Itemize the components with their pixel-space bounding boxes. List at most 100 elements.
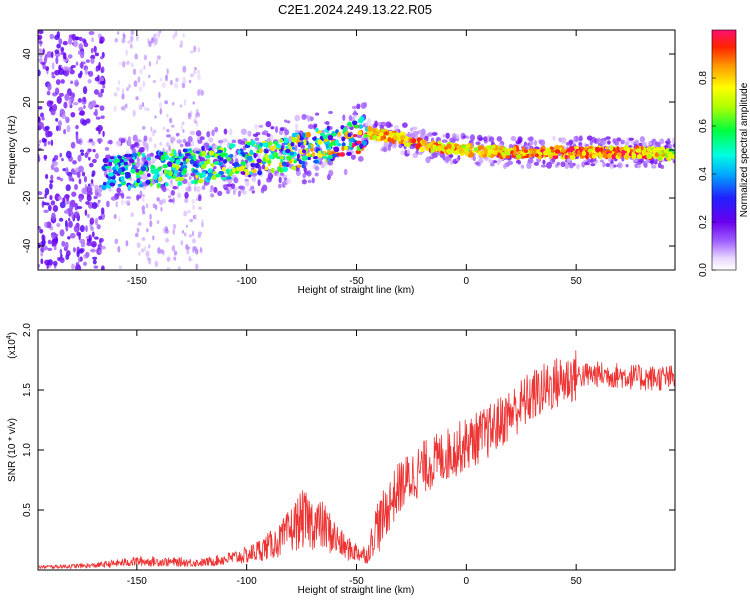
spectrogram-cell: [611, 154, 616, 160]
spectrogram-cell: [125, 103, 128, 109]
spectrogram-cell: [402, 140, 407, 144]
spectrogram-cell: [293, 160, 297, 164]
spectrogram-cell: [295, 123, 299, 130]
spectrogram-cell: [175, 77, 179, 83]
spectrogram-cell: [56, 223, 61, 228]
spectrogram-cell: [127, 184, 132, 190]
spectrogram-cell: [197, 234, 201, 238]
spectrogram-cell: [86, 194, 92, 202]
spectrogram-cell: [301, 179, 307, 185]
spectrogram-cell: [55, 79, 61, 85]
spectrogram-cell: [197, 178, 204, 184]
spectrogram-cell: [478, 158, 484, 164]
spectrogram-cell: [409, 127, 414, 132]
spectrogram-cell: [38, 48, 42, 52]
spectrogram-cell: [52, 204, 59, 213]
spectrogram-cell: [140, 248, 145, 253]
spectrogram-cell: [165, 142, 170, 147]
spectrogram-cell: [367, 131, 373, 136]
spectrogram-cell: [162, 249, 165, 256]
spectrogram-cell: [281, 181, 286, 188]
spectrogram-cell: [290, 141, 295, 147]
spectrogram-cell: [427, 132, 433, 137]
spectrogram-cell: [81, 171, 86, 177]
spectrogram-cell: [599, 159, 604, 163]
spectrogram-cell: [468, 151, 475, 158]
spectrogram-cell: [339, 152, 346, 157]
spectrogram-cell: [134, 53, 139, 60]
spectrogram-cell: [351, 120, 358, 125]
spectrogram-cell: [41, 116, 45, 121]
spectrogram-cell: [254, 162, 260, 169]
spectrogram-cell: [53, 154, 59, 161]
spectrogram-cell: [412, 130, 418, 135]
spectrogram-cell: [195, 150, 200, 154]
spectrogram-cell: [55, 117, 59, 122]
spectrogram-cell: [84, 209, 88, 216]
spectrogram-cell: [172, 33, 176, 40]
spectrogram-cell: [78, 178, 82, 185]
spectrogram-cell: [187, 112, 191, 117]
spectrogram-cell: [102, 84, 106, 89]
spectrogram-cell: [178, 152, 182, 157]
spectrogram-cell: [85, 201, 90, 205]
spectrogram-cell: [620, 139, 626, 145]
spectrogram-cell: [38, 34, 43, 40]
spectrogram-cell: [138, 86, 143, 92]
spectrogram-cell: [270, 145, 276, 152]
spectrogram-cell: [196, 74, 201, 81]
spectrogram-cell: [182, 138, 187, 144]
spectrogram-cell: [58, 38, 63, 45]
spectrogram-cell: [299, 136, 304, 141]
spectrogram-cell: [109, 156, 115, 160]
spectrogram-cell: [195, 130, 202, 137]
spectrogram-cell: [567, 146, 574, 153]
spectrogram-cell: [607, 140, 611, 145]
spectrogram-cell: [220, 152, 226, 158]
spectrogram-cell: [156, 197, 160, 202]
spectrogram-cell: [78, 249, 84, 254]
spectrogram-cell: [314, 166, 320, 171]
spectrogram-cell: [639, 136, 645, 143]
spectrogram-cell: [141, 152, 146, 158]
spectrogram-cell: [150, 126, 153, 132]
spectrogram-cell: [47, 204, 52, 212]
spectrogram-cell: [194, 213, 198, 220]
spectrogram-cell: [516, 151, 521, 155]
spectrogram-cell: [392, 134, 398, 141]
spectrogram-cell: [149, 182, 153, 187]
colorbar: 0.0 0.2 0.4 0.6 0.8 Normalized spectral ampl…: [698, 29, 750, 277]
spectrogram-cell: [100, 207, 105, 215]
spectrogram-cell: [452, 158, 457, 164]
spectrogram-cell: [87, 213, 90, 218]
spectrogram-cell: [94, 152, 99, 160]
spectrogram-cell: [431, 132, 438, 136]
spectrogram-cell: [652, 147, 657, 154]
spectrogram-cell: [117, 31, 120, 35]
spectrogram-cell: [496, 159, 500, 166]
spectrogram-cell: [607, 152, 612, 159]
spectrogram-cell: [94, 236, 99, 240]
spectrogram-cell: [253, 152, 257, 159]
spectrogram-cell: [467, 144, 471, 148]
spectrogram-cell: [75, 81, 79, 86]
spectrogram-cell: [653, 160, 658, 165]
spectrogram-cell: [660, 164, 664, 170]
spectrogram-cell: [45, 221, 52, 229]
spectrogram-cell: [59, 229, 65, 237]
spectrogram-cell: [300, 160, 306, 165]
spectrogram-cell: [183, 232, 187, 237]
spectrogram-cell: [275, 144, 282, 149]
spectrogram-cell: [87, 104, 93, 109]
spectrogram-cell: [132, 134, 138, 142]
spectrogram-cell: [229, 153, 234, 158]
spectrogram-cell: [91, 141, 96, 146]
spectrogram-cell: [89, 162, 94, 168]
spectrogram-cell: [241, 152, 246, 157]
spectrogram-cell: [349, 123, 353, 128]
spectrogram-cell: [228, 128, 233, 136]
spectrogram-cell: [237, 139, 243, 145]
spectrogram-cell: [591, 154, 597, 159]
spectrogram-cell: [586, 135, 593, 141]
spectrogram-cell: [337, 152, 341, 157]
